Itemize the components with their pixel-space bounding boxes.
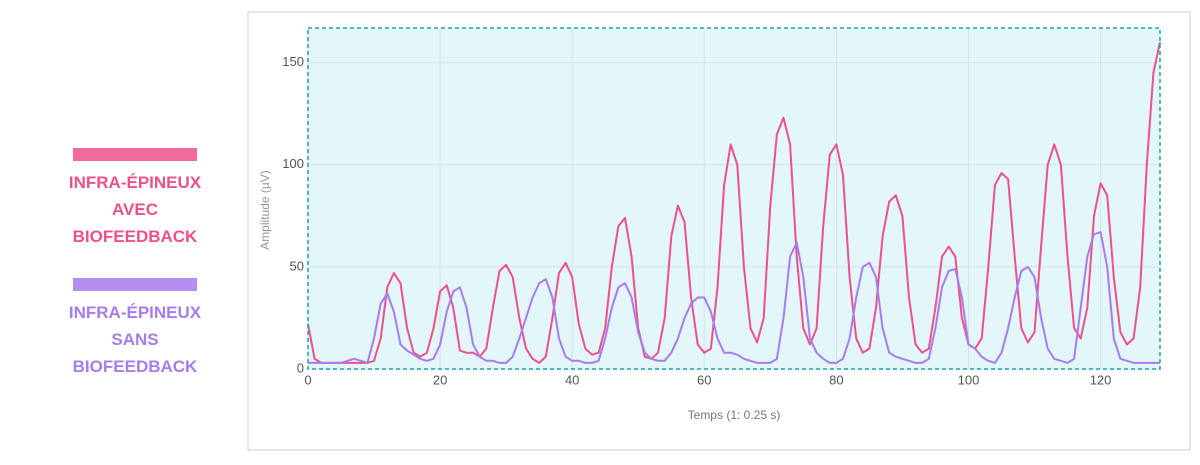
x-tick-label: 40: [565, 372, 579, 387]
legend-label: INFRA-ÉPINEUX AVEC BIOFEEDBACK: [68, 173, 202, 246]
legend-item: INFRA-ÉPINEUX SANS BIOFEEDBACK: [30, 278, 240, 380]
plot-area: [308, 28, 1160, 369]
legend-item: INFRA-ÉPINEUX AVEC BIOFEEDBACK: [30, 148, 240, 250]
y-tick-label: 100: [282, 156, 304, 171]
plot-border: [307, 27, 1161, 370]
x-tick-label: 100: [958, 372, 980, 387]
x-tick-label: 0: [304, 372, 311, 387]
x-tick-label: 60: [697, 372, 711, 387]
legend-swatch: [73, 278, 197, 291]
x-tick-label: 120: [1090, 372, 1112, 387]
legend-label: INFRA-ÉPINEUX SANS BIOFEEDBACK: [68, 303, 202, 376]
y-tick-label: 0: [297, 360, 304, 375]
x-axis-label: Temps (1: 0.25 s): [688, 408, 781, 422]
y-tick-label: 150: [282, 54, 304, 69]
legend: INFRA-ÉPINEUX AVEC BIOFEEDBACK INFRA-ÉPIN…: [30, 148, 240, 408]
y-tick-label: 50: [290, 258, 304, 273]
x-tick-label: 20: [433, 372, 447, 387]
x-tick-label: 80: [829, 372, 843, 387]
legend-swatch: [73, 148, 197, 161]
y-axis-label: Amplitude (µV): [258, 170, 272, 250]
series-line: [308, 231, 1160, 364]
series-line: [307, 42, 1161, 364]
